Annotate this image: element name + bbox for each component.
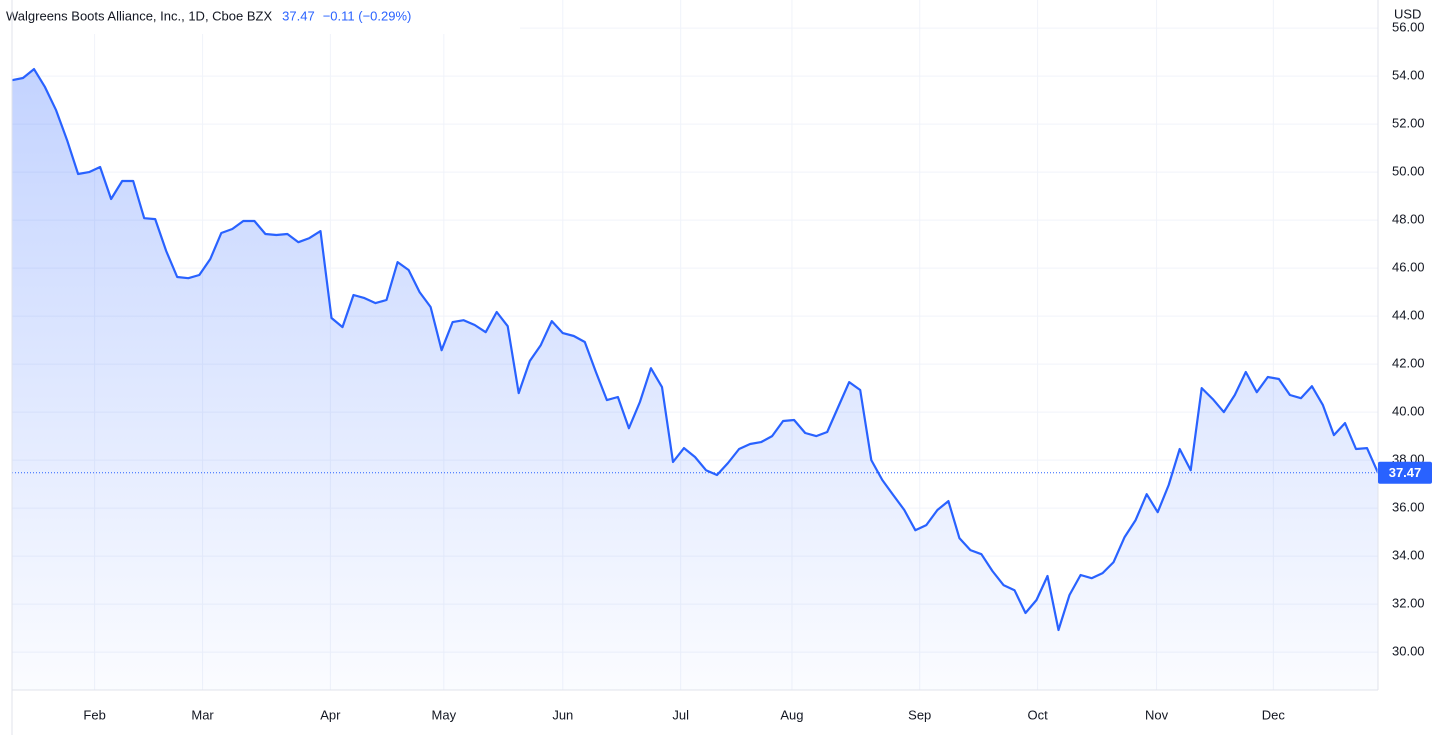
x-tick-label: Oct: [1027, 707, 1048, 722]
y-tick-label: 46.00: [1392, 260, 1425, 275]
y-tick-label: 32.00: [1392, 596, 1425, 611]
y-tick-label: 30.00: [1392, 644, 1425, 659]
plot: [11, 68, 1380, 691]
x-tick-label: Apr: [320, 707, 341, 722]
last-price-tag-label: 37.47: [1389, 465, 1422, 480]
x-tick-label: Jun: [552, 707, 573, 722]
y-tick-label: 44.00: [1392, 308, 1425, 323]
y-tick-label: 50.00: [1392, 164, 1425, 179]
y-tick-label: 42.00: [1392, 356, 1425, 371]
x-tick-label: Dec: [1262, 707, 1286, 722]
last-price-tag: [1378, 461, 1432, 484]
y-tick-label: 40.00: [1392, 404, 1425, 419]
x-tick-label: Aug: [780, 707, 803, 722]
x-tick-label: Sep: [908, 707, 931, 722]
x-tick-label: Jul: [672, 707, 689, 722]
currency-bg: [1380, 0, 1456, 34]
price-line: [11, 68, 1380, 632]
x-tick-label: May: [432, 707, 457, 722]
area-fill: [12, 69, 1378, 691]
price-change: −0.11 (−0.29%): [323, 8, 412, 23]
last-price: 37.47: [282, 8, 315, 23]
header-bg: [0, 0, 520, 34]
x-tick-label: Mar: [191, 707, 214, 722]
y-tick-label: 52.00: [1392, 116, 1425, 131]
x-tick-label: Nov: [1145, 707, 1169, 722]
y-tick-label: 36.00: [1392, 500, 1425, 515]
currency: USD: [1394, 6, 1421, 21]
y-tick-label: 48.00: [1392, 212, 1425, 227]
y-tick-label: 54.00: [1392, 68, 1425, 83]
x-tick-label: Feb: [83, 707, 105, 722]
y-tick-label: 56.00: [1392, 20, 1425, 35]
y-tick-label: 34.00: [1392, 548, 1425, 563]
chart-title: Walgreens Boots Alliance, Inc., 1D, Cboe…: [6, 8, 272, 23]
